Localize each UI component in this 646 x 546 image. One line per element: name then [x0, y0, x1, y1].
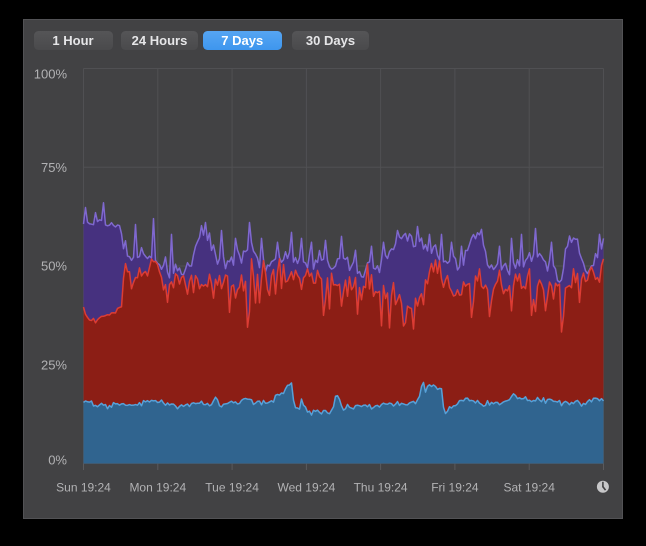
svg-text:75%: 75%: [41, 160, 67, 175]
svg-text:Sat 19:24: Sat 19:24: [504, 481, 556, 495]
svg-text:Wed 19:24: Wed 19:24: [277, 481, 335, 495]
svg-text:25%: 25%: [41, 357, 67, 372]
svg-text:Tue 19:24: Tue 19:24: [205, 481, 259, 495]
svg-text:50%: 50%: [41, 259, 67, 274]
svg-text:Thu 19:24: Thu 19:24: [354, 481, 408, 495]
svg-text:Fri 19:24: Fri 19:24: [431, 481, 479, 495]
svg-text:0%: 0%: [48, 452, 67, 467]
svg-text:Mon 19:24: Mon 19:24: [129, 481, 186, 495]
svg-text:Sun 19:24: Sun 19:24: [56, 481, 111, 495]
svg-text:100%: 100%: [34, 66, 68, 81]
